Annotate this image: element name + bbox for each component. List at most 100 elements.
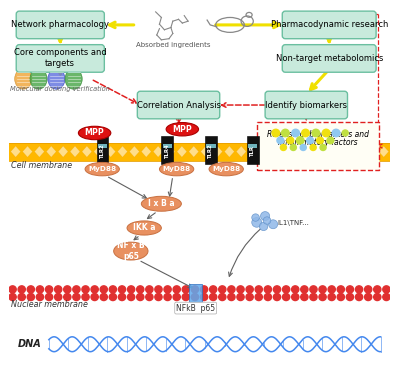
Circle shape [82, 286, 89, 293]
Ellipse shape [30, 69, 47, 89]
Polygon shape [22, 146, 32, 157]
Polygon shape [118, 146, 128, 157]
Polygon shape [355, 146, 365, 157]
Circle shape [228, 294, 235, 301]
Circle shape [346, 286, 354, 293]
Circle shape [264, 286, 272, 293]
Circle shape [100, 294, 107, 301]
Polygon shape [343, 146, 353, 157]
Text: Identify biomarkers: Identify biomarkers [265, 101, 347, 110]
Ellipse shape [85, 162, 119, 176]
Polygon shape [308, 146, 318, 157]
Bar [205, 136, 217, 163]
Text: IKK a: IKK a [133, 224, 156, 233]
Text: TLR: TLR [250, 146, 256, 157]
Circle shape [109, 294, 116, 301]
Text: Non-target metabolomics: Non-target metabolomics [276, 54, 383, 63]
Circle shape [310, 294, 317, 301]
Circle shape [300, 144, 306, 150]
Circle shape [200, 294, 208, 301]
Circle shape [383, 294, 390, 301]
Ellipse shape [166, 123, 198, 136]
Circle shape [9, 294, 16, 301]
Circle shape [91, 286, 98, 293]
Circle shape [191, 286, 198, 293]
Polygon shape [236, 146, 246, 157]
Ellipse shape [209, 162, 243, 176]
Circle shape [100, 286, 107, 293]
Circle shape [182, 294, 190, 301]
Circle shape [237, 294, 244, 301]
Circle shape [364, 294, 372, 301]
Ellipse shape [160, 162, 194, 176]
Text: Nuclear membrane: Nuclear membrane [11, 300, 88, 309]
Bar [96, 136, 108, 163]
Circle shape [346, 294, 354, 301]
Text: MyD88: MyD88 [88, 166, 116, 172]
Polygon shape [189, 146, 199, 157]
Circle shape [146, 286, 153, 293]
Circle shape [73, 294, 80, 301]
Circle shape [46, 294, 53, 301]
Circle shape [191, 294, 198, 301]
Circle shape [155, 294, 162, 301]
Polygon shape [224, 146, 234, 157]
Text: MPP: MPP [172, 125, 192, 134]
Circle shape [164, 294, 171, 301]
Text: TLR4: TLR4 [164, 144, 170, 159]
Circle shape [268, 220, 278, 229]
Circle shape [200, 286, 208, 293]
FancyBboxPatch shape [16, 45, 104, 72]
Circle shape [292, 286, 299, 293]
Polygon shape [34, 146, 44, 157]
Circle shape [337, 286, 344, 293]
Circle shape [210, 286, 217, 293]
Text: IL1\TNF...: IL1\TNF... [278, 220, 310, 226]
Circle shape [91, 294, 98, 301]
Ellipse shape [127, 221, 161, 235]
Polygon shape [153, 146, 163, 157]
Circle shape [252, 214, 259, 221]
Circle shape [280, 144, 286, 150]
Text: TLR2: TLR2 [100, 144, 105, 159]
Circle shape [364, 286, 372, 293]
Circle shape [342, 130, 348, 136]
Circle shape [383, 286, 390, 293]
Polygon shape [130, 146, 139, 157]
Circle shape [327, 137, 334, 144]
Text: Absorbed ingredients: Absorbed ingredients [136, 42, 210, 47]
Text: Pharmacodynamic research: Pharmacodynamic research [270, 21, 388, 30]
Bar [189, 285, 202, 302]
Circle shape [219, 294, 226, 301]
Circle shape [64, 294, 71, 301]
Polygon shape [248, 146, 258, 157]
Circle shape [64, 286, 71, 293]
Circle shape [290, 144, 296, 150]
Circle shape [322, 129, 330, 137]
Ellipse shape [114, 242, 148, 260]
Text: DNA: DNA [18, 339, 42, 349]
Circle shape [337, 294, 344, 301]
Polygon shape [58, 146, 68, 157]
Circle shape [328, 294, 335, 301]
Circle shape [273, 294, 281, 301]
Circle shape [356, 286, 363, 293]
Circle shape [9, 286, 16, 293]
Bar [161, 136, 173, 163]
Text: NF x B
p65: NF x B p65 [117, 241, 145, 261]
Ellipse shape [141, 196, 181, 211]
Circle shape [46, 286, 53, 293]
FancyBboxPatch shape [265, 91, 348, 119]
Bar [9, 142, 390, 160]
Circle shape [310, 144, 316, 150]
Circle shape [18, 294, 25, 301]
Polygon shape [260, 146, 270, 157]
Circle shape [273, 286, 281, 293]
Polygon shape [82, 146, 92, 157]
Circle shape [109, 286, 116, 293]
Circle shape [277, 137, 284, 144]
Text: MPP: MPP [85, 129, 104, 138]
Polygon shape [11, 146, 21, 157]
Circle shape [128, 286, 135, 293]
Polygon shape [331, 146, 341, 157]
